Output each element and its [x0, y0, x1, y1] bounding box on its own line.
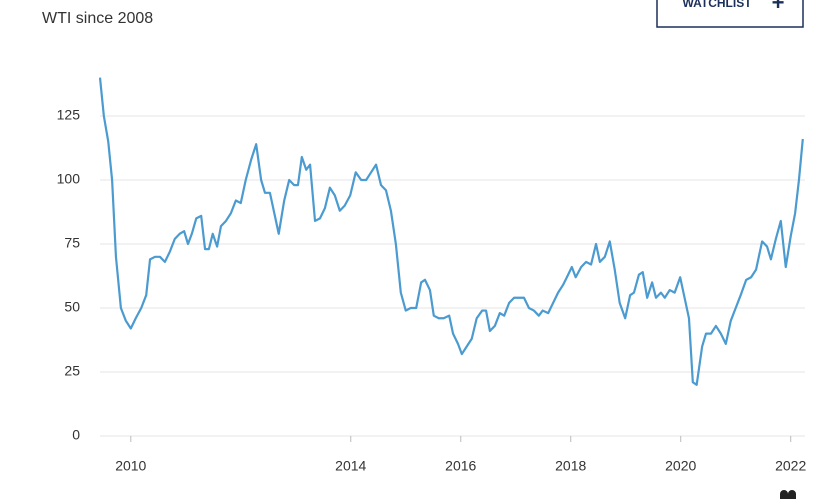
button-label[interactable]: WATCHLIST — [682, 0, 752, 10]
x-tick-label: 2014 — [335, 458, 366, 474]
y-tick-label: 50 — [64, 299, 80, 315]
y-tick-label: 100 — [57, 171, 81, 187]
x-tick-label: 2016 — [445, 458, 476, 474]
chart-subtitle: WTI since 2008 — [42, 10, 153, 27]
x-tick-label: 2018 — [555, 458, 586, 474]
button-frame[interactable] — [656, 0, 804, 28]
y-tick-label: 0 — [72, 427, 80, 443]
x-tick-label: 2022 — [775, 458, 806, 474]
x-tick-label: 2020 — [665, 458, 696, 474]
y-tick-label: 125 — [57, 107, 81, 123]
x-tick-label: 2010 — [115, 458, 146, 474]
price-line — [98, 77, 804, 386]
heart-icon — [780, 490, 796, 499]
watchlist-button[interactable]: WATCHLIST + — [656, 0, 804, 28]
button-icon[interactable]: + — [772, 0, 785, 15]
y-tick-label: 75 — [64, 235, 80, 251]
y-tick-label: 25 — [64, 363, 80, 379]
